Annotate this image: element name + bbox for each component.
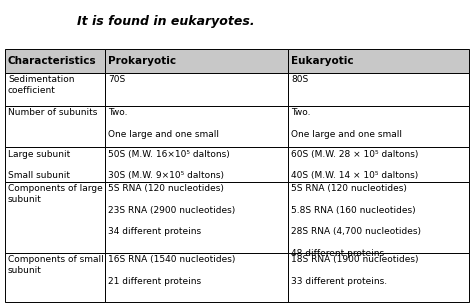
Bar <box>105 253 288 302</box>
Text: It is found in eukaryotes.: It is found in eukaryotes. <box>77 16 255 28</box>
Bar <box>288 253 469 302</box>
Bar <box>105 147 288 182</box>
Text: Eukaryotic: Eukaryotic <box>292 56 354 66</box>
Text: 18S RNA (1900 nucleotides)

33 different proteins.: 18S RNA (1900 nucleotides) 33 different … <box>292 255 419 286</box>
Text: Two.

One large and one small: Two. One large and one small <box>292 108 402 138</box>
Text: 5S RNA (120 nucleotides)

5.8S RNA (160 nucleotides)

28S RNA (4,700 nucleotides: 5S RNA (120 nucleotides) 5.8S RNA (160 n… <box>292 185 421 258</box>
Text: 80S: 80S <box>292 75 309 84</box>
Text: Components of small
subunit: Components of small subunit <box>8 255 104 275</box>
Text: Two.

One large and one small: Two. One large and one small <box>108 108 219 138</box>
Text: Characteristics: Characteristics <box>8 56 97 66</box>
Bar <box>105 182 288 253</box>
Bar <box>105 49 288 73</box>
Bar <box>288 182 469 253</box>
Bar <box>288 106 469 147</box>
Bar <box>5 253 105 302</box>
Bar <box>5 73 105 106</box>
Text: 16S RNA (1540 nucleotides)

21 different proteins: 16S RNA (1540 nucleotides) 21 different … <box>108 255 235 286</box>
Bar <box>105 73 288 106</box>
Text: Number of subunits: Number of subunits <box>8 108 97 117</box>
Text: Sedimentation
coefficient: Sedimentation coefficient <box>8 75 74 95</box>
Bar <box>288 147 469 182</box>
Bar <box>5 147 105 182</box>
Text: Large subunit

Small subunit: Large subunit Small subunit <box>8 149 70 180</box>
Text: 50S (M.W. 16×10⁵ daltons)

30S (M.W. 9×10⁵ daltons): 50S (M.W. 16×10⁵ daltons) 30S (M.W. 9×10… <box>108 149 229 180</box>
Bar <box>105 106 288 147</box>
Bar <box>288 73 469 106</box>
Text: Prokaryotic: Prokaryotic <box>108 56 176 66</box>
Bar <box>5 49 105 73</box>
Text: 60S (M.W. 28 × 10⁵ daltons)

40S (M.W. 14 × 10⁵ daltons): 60S (M.W. 28 × 10⁵ daltons) 40S (M.W. 14… <box>292 149 419 180</box>
Bar <box>5 106 105 147</box>
Bar <box>288 49 469 73</box>
Text: 70S: 70S <box>108 75 125 84</box>
Bar <box>5 182 105 253</box>
Text: 5S RNA (120 nucleotides)

23S RNA (2900 nucleotides)

34 different proteins: 5S RNA (120 nucleotides) 23S RNA (2900 n… <box>108 185 235 236</box>
Text: Components of large
subunit: Components of large subunit <box>8 185 103 204</box>
